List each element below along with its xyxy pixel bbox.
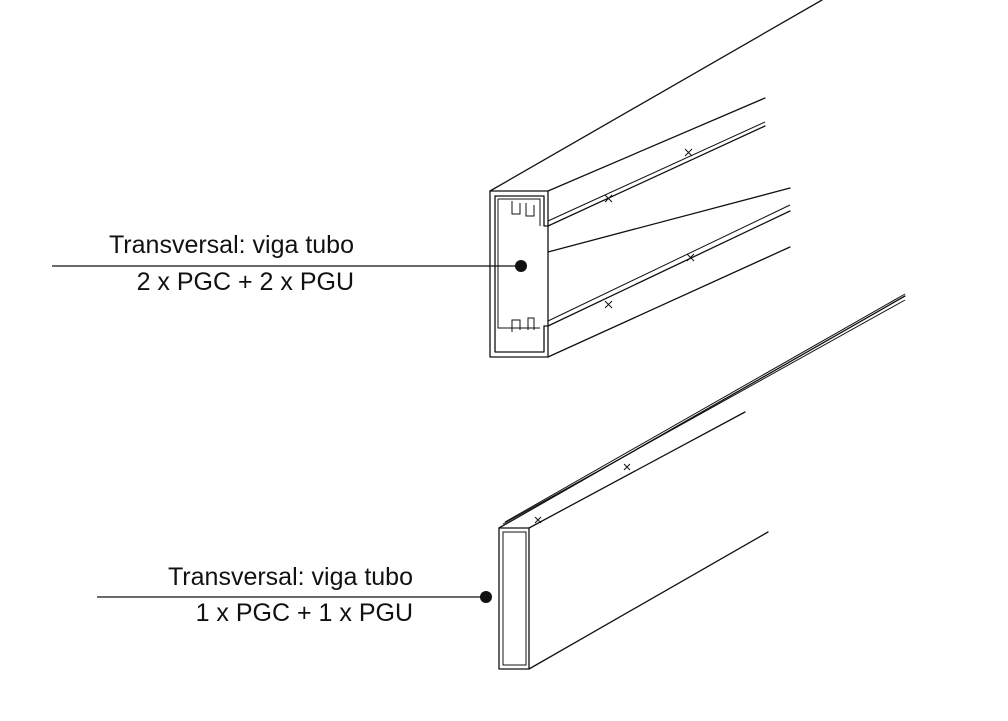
callout-upper-spec: 2 x PGC + 2 x PGU: [136, 268, 354, 296]
callout-lower-title: Transversal: viga tubo: [167, 563, 413, 591]
leader-dot-upper: [515, 260, 527, 272]
callout-upper-title: Transversal: viga tubo: [108, 231, 354, 259]
callout-lower-spec: 1 x PGC + 1 x PGU: [195, 599, 413, 627]
leader-lower: [97, 591, 492, 603]
beam-lower: [498, 293, 906, 670]
leader-upper: [52, 260, 527, 272]
beam-upper: [489, 0, 823, 358]
leader-dot-lower: [480, 591, 492, 603]
